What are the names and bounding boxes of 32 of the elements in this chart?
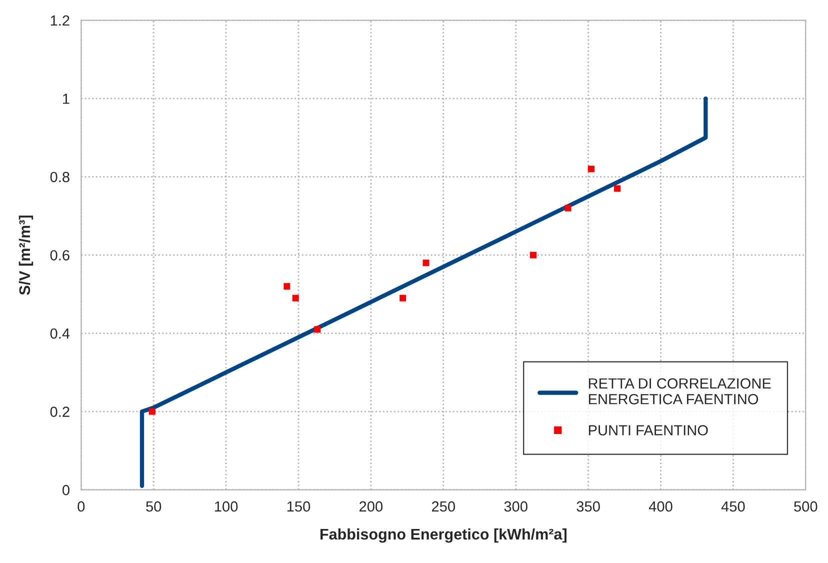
x-tick-label: 0 (78, 501, 85, 512)
point (564, 204, 572, 212)
x-tick-label: 100 (214, 501, 238, 512)
x-tick-label: 350 (576, 501, 600, 512)
x-tick-label: 500 (794, 501, 818, 512)
point (400, 294, 406, 302)
y-tick-label: 0.4 (50, 328, 70, 339)
y-tick-label: 0 (62, 484, 70, 496)
point (284, 283, 290, 290)
point (422, 260, 430, 266)
point (614, 185, 621, 192)
x-tick-label: 50 (146, 501, 162, 512)
y-tick-label: 1 (63, 94, 70, 104)
x-tick-label: 300 (504, 501, 528, 512)
y-tick-label: 0.2 (50, 406, 70, 417)
point (148, 408, 156, 415)
y-tick-label: 1.2 (50, 15, 70, 26)
y-tick-label: 0.8 (50, 172, 70, 182)
legend-label: PUNTI FAENTINO (588, 425, 708, 436)
x-tick-label: 400 (648, 501, 672, 512)
y-axis-title: S/V [m²/m³] (18, 216, 34, 295)
point (314, 326, 321, 333)
x-tick-label: 150 (287, 501, 310, 512)
point (292, 294, 299, 302)
point (588, 166, 594, 172)
x-tick-label: 200 (360, 501, 383, 512)
legend-label: RETTA DI CORRELAZIONE ENERGETICA FAENTINO (588, 378, 771, 404)
x-axis-title: Fabbisogno Energetico [kWh/m²a] (320, 528, 566, 543)
x-tick-label: 250 (432, 501, 455, 512)
x-tick-label: 450 (721, 501, 745, 512)
y-tick-label: 0.6 (50, 250, 70, 260)
point (530, 252, 536, 258)
